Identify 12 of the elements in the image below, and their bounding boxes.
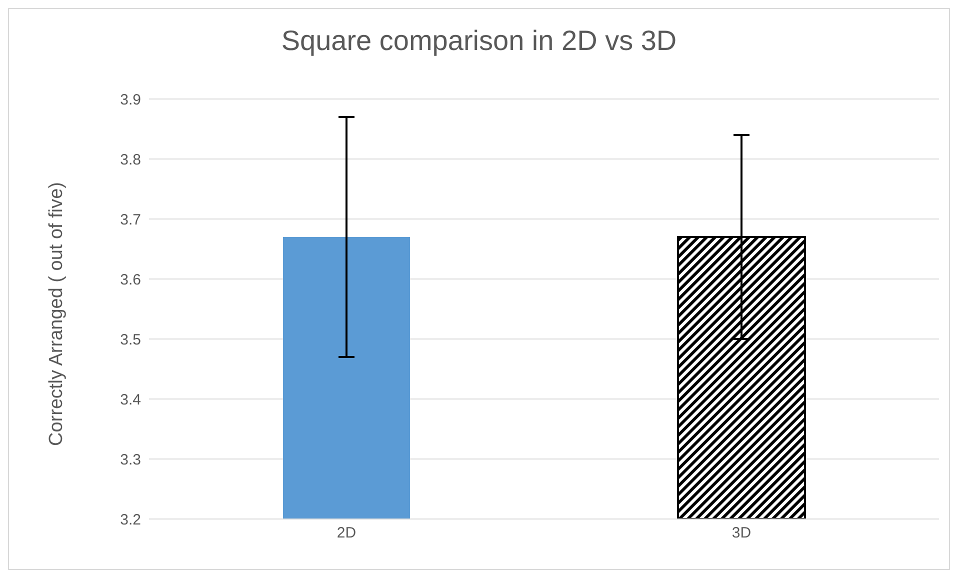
x-tick-label: 3D — [732, 524, 752, 542]
y-tick-label: 3.2 — [120, 511, 141, 528]
y-tick-label: 3.3 — [120, 451, 141, 468]
y-axis-title: Correctly Arranged ( out of five) — [46, 182, 68, 446]
y-tick-label: 3.7 — [120, 211, 141, 228]
y-tick-label: 3.6 — [120, 271, 141, 288]
y-tick-label: 3.8 — [120, 151, 141, 168]
y-tick-label: 3.5 — [120, 331, 141, 348]
x-tick-label: 2D — [336, 524, 356, 542]
y-tick-label: 3.9 — [120, 91, 141, 108]
y-tick-label: 3.4 — [120, 391, 141, 408]
chart-title: Square comparison in 2D vs 3D — [280, 25, 678, 57]
